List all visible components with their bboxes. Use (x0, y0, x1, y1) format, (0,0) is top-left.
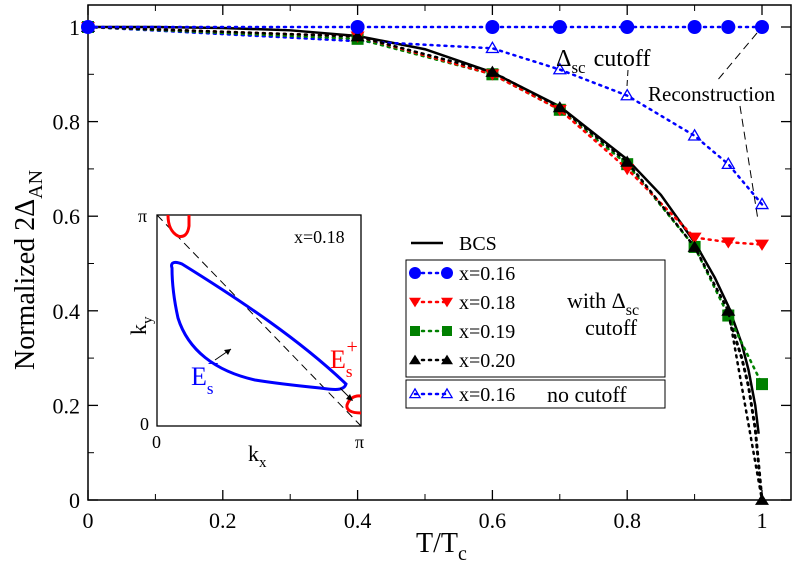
marker-triangle-up (409, 354, 421, 365)
y-tick-label: 0.6 (53, 204, 81, 229)
series-line (86, 25, 764, 246)
marker-triangle-up (687, 240, 702, 252)
series-line (86, 25, 764, 206)
marker-triangle-up-open (620, 88, 635, 101)
marker-triangle-down (721, 237, 736, 249)
marker-triangle-up-open (754, 197, 770, 210)
series-line (86, 25, 764, 386)
marker-circle (620, 20, 635, 34)
marker-square (756, 378, 768, 391)
marker-triangle-up (552, 101, 567, 113)
legend: BCS x=0.16 x=0.18 x=0.19 x=0.20 x=0.16 with … (405, 233, 666, 409)
marker-triangle-up (441, 354, 453, 365)
marker-circle (552, 20, 567, 34)
x-tick-label: 0.4 (344, 508, 372, 533)
marker-triangle-up-open (552, 62, 567, 75)
y-axis-label: Normalized 2ΔAN (10, 170, 47, 370)
inset-x-tick-pi: π (355, 432, 364, 452)
delta-cutoff-leader (626, 69, 629, 87)
marker-circle (485, 20, 500, 34)
marker-triangle-down (620, 164, 635, 176)
x-tick-label: 0.8 (613, 508, 641, 533)
marker-square (442, 326, 452, 336)
marker-triangle-up (755, 493, 769, 505)
inset-diagonal (156, 214, 362, 427)
inset-es-plus-contour-top (166, 214, 191, 238)
x-tick-label: 0.6 (479, 508, 507, 533)
marker-circle (755, 20, 769, 34)
legend-label: x=0.18 (459, 292, 515, 314)
reconstruction-annotation: Reconstruction (648, 82, 776, 106)
axis-ticks: 0 0.2 0.4 0.6 0.8 1 0 0.2 0.4 0.6 0.8 1 (53, 5, 791, 533)
marker-triangle-up (620, 155, 635, 167)
marker-triangle-up-open (408, 387, 422, 399)
marker-triangle-up (350, 30, 365, 42)
reconstruction-leader-2 (739, 105, 759, 221)
reconstruction-leader-1 (715, 32, 758, 83)
marker-triangle-down (409, 297, 421, 308)
x-tick-label: 0.2 (209, 508, 237, 533)
marker-triangle-up (485, 65, 500, 77)
legend-items: x=0.16 x=0.18 x=0.19 x=0.20 x=0.16 (408, 263, 515, 406)
legend-group-cutoff-label: with Δsc (567, 288, 639, 319)
inset-y-tick-0: 0 (140, 414, 149, 434)
inset-y-tick-pi: π (138, 206, 147, 226)
x-tick-label: 1 (757, 508, 768, 533)
legend-bcs-label: BCS (459, 233, 497, 255)
bcs-curve-dotted-tail (726, 314, 764, 502)
legend-label: x=0.19 (459, 321, 515, 343)
marker-triangle-up-open (440, 387, 454, 399)
inset-es-minus-label: Es− (191, 353, 219, 398)
marker-triangle-down (687, 232, 702, 244)
legend-label: x=0.16 (459, 263, 515, 285)
marker-square (410, 326, 420, 336)
marker-circle (721, 20, 736, 34)
legend-group-nocutoff-label: no cutoff (547, 382, 627, 407)
marker-circle (81, 20, 95, 34)
y-tick-label: 0.8 (53, 110, 81, 135)
inset-y-label: ky (126, 316, 156, 335)
delta-cutoff-annotation: Δsc cutoff (556, 46, 650, 77)
inset-es-minus-contour (170, 260, 348, 391)
legend-box-cutoff (405, 259, 666, 378)
marker-triangle-down (755, 239, 769, 251)
inset-x-label: kx (248, 441, 267, 471)
marker-triangle-down (441, 297, 453, 308)
inset-x-tick-0: 0 (152, 432, 161, 452)
x-axis-label: T/Tc (416, 528, 467, 565)
y-tick-label: 0 (69, 488, 80, 513)
y-tick-label: 1 (69, 15, 80, 40)
legend-group-cutoff-label2: cutoff (585, 315, 638, 340)
y-tick-label: 0.4 (53, 299, 81, 324)
x-tick-label: 0 (83, 508, 94, 533)
series-line (86, 25, 764, 502)
legend-label: x=0.16 (459, 384, 515, 406)
inset-es-plus-label: Es+ (330, 336, 358, 381)
inset-es-plus-contour-bottom (345, 394, 362, 415)
data-curves (80, 19, 770, 505)
inset-es-plus-arrowhead (346, 394, 353, 401)
marker-triangle-up-open (721, 156, 736, 170)
legend-box-nocutoff (405, 379, 666, 409)
marker-circle (409, 267, 421, 279)
inset-doping-label: x=0.18 (294, 227, 345, 247)
marker-triangle-up-open (485, 41, 500, 54)
plot-frame (87, 4, 792, 501)
marker-triangle-up (721, 304, 736, 316)
marker-circle (687, 20, 702, 34)
marker-circle (350, 20, 365, 34)
legend-label: x=0.20 (459, 350, 515, 372)
marker-circle (441, 267, 453, 279)
fermi-surface-inset: x=0.18 π 0 0 π kx ky Es− Es+ (126, 206, 364, 471)
marker-triangle-up-open (687, 128, 702, 141)
y-tick-label: 0.2 (53, 393, 81, 418)
inset-es-minus-arrowhead (224, 349, 231, 355)
